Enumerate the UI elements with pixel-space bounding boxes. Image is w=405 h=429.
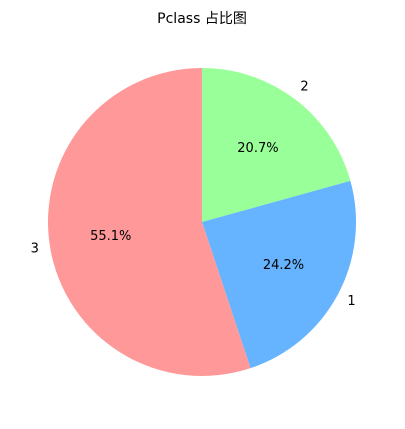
slice-percent-label: 55.1% — [90, 229, 131, 244]
pie-slice-2 — [202, 68, 351, 222]
slice-percent-label: 20.7% — [237, 141, 278, 156]
pie-labels: 2 20.7% 1 24.2% 3 55.1% — [31, 80, 356, 310]
slice-category-label: 1 — [347, 294, 355, 309]
slice-category-label: 2 — [300, 80, 308, 95]
pie-slices — [47, 68, 356, 377]
chart-title: Pclass 占比图 — [157, 11, 247, 27]
pie-slice-3 — [47, 68, 251, 377]
slice-category-label: 3 — [31, 242, 39, 257]
pie-slice-1 — [202, 180, 356, 369]
slice-percent-label: 24.2% — [263, 258, 304, 273]
